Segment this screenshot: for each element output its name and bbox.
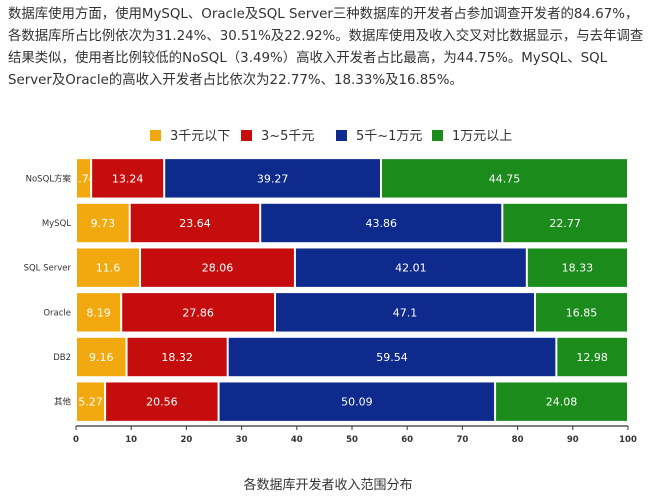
x-tick-label: 70 <box>456 435 468 445</box>
bar-segment <box>77 382 105 421</box>
x-tick-label: 50 <box>346 435 358 445</box>
intro-paragraph: 数据库使用方面，使用MySQL、Oracle及SQL Server三种数据库的开… <box>8 7 644 88</box>
x-tick-label: 10 <box>125 435 137 445</box>
category-label: SQL Server <box>24 264 72 274</box>
bar-segment <box>275 293 534 332</box>
income-chart: 3千元以下 3~5千元 5千~1万元 1万元以上 2.74 13.24 39.27 44.75… <box>0 118 656 448</box>
data-label: 11.6 <box>96 262 121 275</box>
data-label: 44.75 <box>489 172 521 185</box>
category-label: 其他 <box>54 397 72 408</box>
x-tick-label: 90 <box>567 435 579 445</box>
legend-item: 1万元以上 <box>432 129 512 144</box>
bar-segment <box>106 382 218 421</box>
bar-segment <box>261 203 502 243</box>
data-label: 13.24 <box>112 172 144 185</box>
data-label: 22.77 <box>549 217 581 230</box>
data-label: 12.98 <box>576 351 608 364</box>
bar-segment <box>77 203 129 243</box>
bar-segment <box>127 337 227 377</box>
data-label: 23.64 <box>179 217 211 230</box>
bar-segment <box>503 203 627 243</box>
data-label: 8.19 <box>86 306 111 319</box>
x-tick-label: 0 <box>73 435 79 445</box>
data-label: 18.32 <box>161 351 193 364</box>
legend-swatch <box>336 130 347 141</box>
data-label: 43.86 <box>366 217 398 230</box>
x-tick-label: 100 <box>619 435 637 445</box>
bar-segment <box>295 248 526 287</box>
bar-segment <box>381 159 627 198</box>
category-label: Oracle <box>43 308 71 318</box>
legend-item: 3千元以下 <box>150 129 230 144</box>
bar-segment <box>77 248 140 287</box>
bar-segment <box>496 382 627 421</box>
legend-label: 3千元以下 <box>170 129 230 144</box>
bar-segment <box>527 248 627 287</box>
x-tick-label: 80 <box>512 435 524 445</box>
data-label: 39.27 <box>257 172 289 185</box>
data-label: 27.86 <box>182 306 214 319</box>
data-label: 9.73 <box>91 217 116 230</box>
bar-segment <box>92 159 164 198</box>
bar-segment <box>122 293 274 332</box>
legend-swatch <box>241 130 252 141</box>
stacked-bar-chart: 3千元以下 3~5千元 5千~1万元 1万元以上 2.74 13.24 39.27 44.75… <box>24 129 637 445</box>
chart-caption: 各数据库开发者收入范围分布 <box>243 478 413 493</box>
bar-segment <box>77 293 121 332</box>
data-label: 2.74 <box>71 172 96 185</box>
category-label: MySQL <box>42 219 71 229</box>
legend-label: 1万元以上 <box>452 129 512 144</box>
legend-label: 5千~1万元 <box>356 129 422 144</box>
legend-swatch <box>432 130 443 141</box>
bar-segment <box>77 337 126 377</box>
bar-segment <box>77 159 91 198</box>
data-label: 47.1 <box>393 306 418 319</box>
bar-segment <box>165 159 380 198</box>
bar-segment <box>141 248 294 287</box>
data-label: 16.85 <box>566 306 598 319</box>
data-label: 28.06 <box>202 262 234 275</box>
category-label: NoSQL方案 <box>26 173 72 184</box>
bar-segment <box>557 337 627 377</box>
bar-segment <box>130 203 260 243</box>
x-tick-label: 30 <box>236 435 248 445</box>
bar-segment <box>228 337 556 377</box>
category-label: DB2 <box>53 353 71 363</box>
data-label: 9.16 <box>89 351 114 364</box>
legend-label: 3~5千元 <box>261 129 314 144</box>
data-label: 20.56 <box>146 396 178 409</box>
data-label: 59.54 <box>376 351 408 364</box>
data-label: 18.33 <box>562 262 594 275</box>
x-tick-label: 40 <box>291 435 303 445</box>
data-label: 24.08 <box>546 396 578 409</box>
bar-segment <box>535 293 627 332</box>
x-tick-label: 20 <box>180 435 192 445</box>
data-label: 50.09 <box>341 396 373 409</box>
legend-item: 3~5千元 <box>241 129 314 144</box>
x-tick-label: 60 <box>401 435 413 445</box>
legend-swatch <box>150 130 161 141</box>
bar-segment <box>219 382 495 421</box>
data-label: 5.27 <box>78 396 103 409</box>
data-label: 42.01 <box>395 262 427 275</box>
legend-item: 5千~1万元 <box>336 129 422 144</box>
